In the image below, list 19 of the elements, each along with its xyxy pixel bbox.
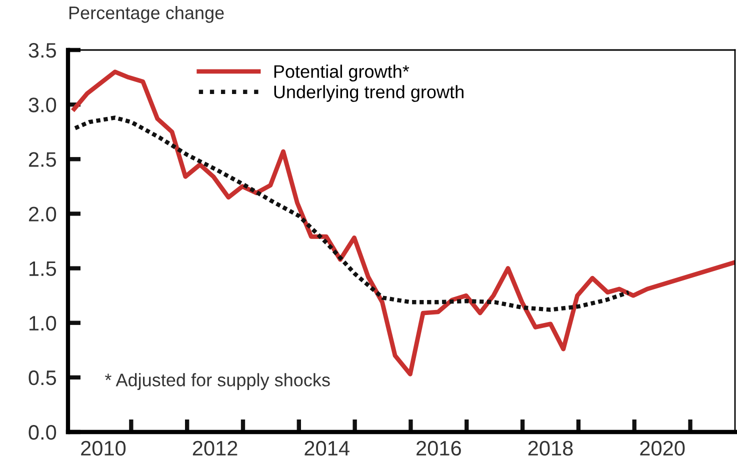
- x-tick-label: 2014: [304, 440, 350, 456]
- y-tick-label: 1.0: [30, 316, 56, 331]
- x-tick-label: 2016: [416, 440, 461, 456]
- x-tick-label: 2010: [81, 440, 126, 456]
- y-axis-title: Percentage change: [69, 6, 224, 23]
- y-tick-label: 1.5: [30, 262, 56, 276]
- x-tick-label: 2012: [192, 440, 238, 456]
- y-tick-label: 2.5: [28, 152, 56, 167]
- annotation: * Adjusted for supply shocks: [104, 373, 330, 390]
- x-tick-label: 2020: [640, 440, 685, 456]
- y-tick-label: 0.0: [28, 425, 56, 440]
- x-tick-label: 2018: [528, 440, 573, 456]
- legend-label: Underlying trend growth: [274, 85, 464, 102]
- legend-label: Potential growth*: [274, 64, 410, 82]
- y-tick-label: 2.0: [28, 206, 56, 222]
- y-tick-label: 3.0: [28, 98, 56, 112]
- line-series: [72, 116, 631, 312]
- y-tick-label: 0.5: [28, 370, 56, 386]
- y-tick-label: 3.5: [28, 43, 56, 58]
